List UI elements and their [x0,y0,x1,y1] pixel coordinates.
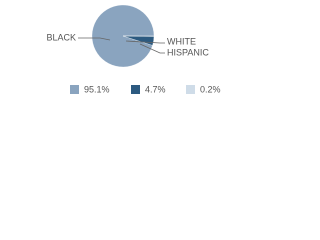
leader-line [139,43,165,54]
pie-label: BLACK [46,32,76,42]
leader-line [125,40,165,44]
legend-swatch [131,85,140,94]
legend-swatch [186,85,195,94]
legend-swatch [70,85,79,94]
pie-label: WHITE [167,36,196,46]
legend-label: 95.1% [84,84,110,94]
legend-label: 0.2% [200,84,221,94]
leader-line [78,37,111,41]
chart: BLACK WHITE HISPANIC 95.1% 4.7% 0.2% [46,4,221,94]
pie-label: HISPANIC [167,47,209,57]
legend-label: 4.7% [145,84,166,94]
